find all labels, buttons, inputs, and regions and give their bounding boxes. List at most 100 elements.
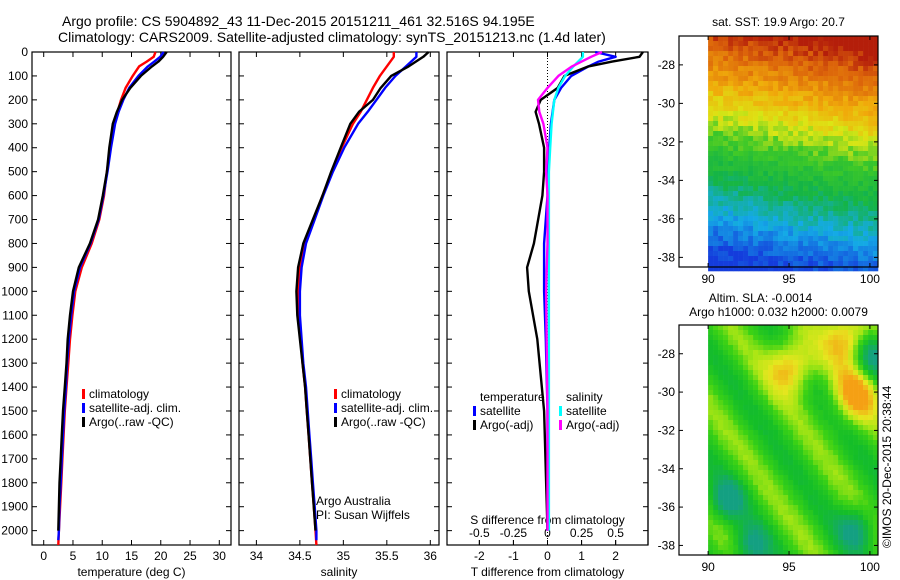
map-cell	[828, 91, 834, 97]
series-line-salinity-argo-adj-	[536, 50, 603, 531]
map-cell	[873, 380, 879, 386]
map-cell	[738, 370, 744, 376]
map-cell	[778, 515, 784, 521]
map-cell	[733, 325, 739, 331]
map-cell	[843, 470, 849, 476]
map-cell	[748, 535, 754, 541]
map-cell	[753, 141, 759, 147]
map-cell	[833, 460, 839, 466]
map-cell	[813, 515, 819, 521]
map-cell	[723, 166, 729, 172]
map-cell	[828, 171, 834, 177]
map-cell	[813, 325, 819, 331]
map-cell	[808, 131, 814, 137]
map-cell	[843, 550, 849, 556]
map-cell	[723, 61, 729, 67]
map-cell	[803, 515, 809, 521]
map-cell	[708, 151, 714, 157]
map-cell	[838, 335, 844, 341]
figure-title-line1: Argo profile: CS 5904892_43 11-Dec-2015 …	[62, 13, 535, 29]
map-cell	[863, 131, 869, 137]
map-cell	[748, 161, 754, 167]
map-cell	[728, 76, 734, 82]
map-cell	[758, 191, 764, 197]
map-cell	[853, 390, 859, 396]
map-cell	[713, 505, 719, 511]
map-cell	[828, 450, 834, 456]
map-cell	[728, 206, 734, 212]
map-cell	[708, 146, 714, 152]
map-cell	[823, 36, 829, 42]
map-cell	[828, 96, 834, 102]
map-cell	[743, 330, 749, 336]
map-cell	[708, 405, 714, 411]
map-cell	[873, 181, 879, 187]
map-cell	[773, 186, 779, 192]
map-cell	[808, 530, 814, 536]
map-cell	[723, 171, 729, 177]
map-cell	[788, 96, 794, 102]
map-cell	[798, 141, 804, 147]
y-tick-label: -34	[658, 173, 676, 187]
map-cell	[828, 231, 834, 237]
map-cell	[788, 440, 794, 446]
map-cell	[803, 261, 809, 267]
map-cell	[868, 71, 874, 77]
map-cell	[753, 395, 759, 401]
map-cell	[708, 520, 714, 526]
map-cell	[873, 510, 879, 516]
map-cell	[708, 111, 714, 117]
map-cell	[828, 81, 834, 87]
map-cell	[828, 465, 834, 471]
map-cell	[778, 530, 784, 536]
map-cell	[743, 335, 749, 341]
map-cell	[853, 236, 859, 242]
map-cell	[748, 181, 754, 187]
map-cell	[733, 440, 739, 446]
map-cell	[763, 370, 769, 376]
map-cell	[758, 360, 764, 366]
map-cell	[753, 405, 759, 411]
map-cell	[718, 485, 724, 491]
map-cell	[823, 236, 829, 242]
map-cell	[853, 475, 859, 481]
map-cell	[838, 51, 844, 57]
map-cell	[843, 330, 849, 336]
map-cell	[748, 211, 754, 217]
map-cell	[823, 61, 829, 67]
y-tick-label: 500	[8, 165, 28, 179]
map-cell	[798, 505, 804, 511]
map-cell	[768, 206, 774, 212]
map-cell	[788, 350, 794, 356]
map-cell	[783, 121, 789, 127]
map-cell	[743, 460, 749, 466]
map-cell	[723, 515, 729, 521]
map-cell	[853, 365, 859, 371]
map-cell	[758, 350, 764, 356]
map-cell	[848, 425, 854, 431]
map-cell	[818, 46, 824, 52]
map-cell	[748, 360, 754, 366]
map-cell	[773, 51, 779, 57]
map-cell	[843, 460, 849, 466]
map-cell	[758, 181, 764, 187]
map-cell	[743, 435, 749, 441]
map-cell	[863, 71, 869, 77]
map-cell	[778, 201, 784, 207]
map-cell	[748, 166, 754, 172]
map-cell	[818, 191, 824, 197]
map-cell	[808, 221, 814, 227]
map-cell	[723, 211, 729, 217]
map-cell	[748, 425, 754, 431]
map-cell	[823, 530, 829, 536]
map-cell	[853, 266, 859, 272]
map-cell	[713, 400, 719, 406]
map-cell	[773, 196, 779, 202]
map-cell	[793, 440, 799, 446]
map-cell	[838, 196, 844, 202]
map-cell	[753, 340, 759, 346]
map-cell	[808, 540, 814, 546]
map-cell	[843, 360, 849, 366]
map-cell	[753, 445, 759, 451]
map-cell	[748, 116, 754, 122]
